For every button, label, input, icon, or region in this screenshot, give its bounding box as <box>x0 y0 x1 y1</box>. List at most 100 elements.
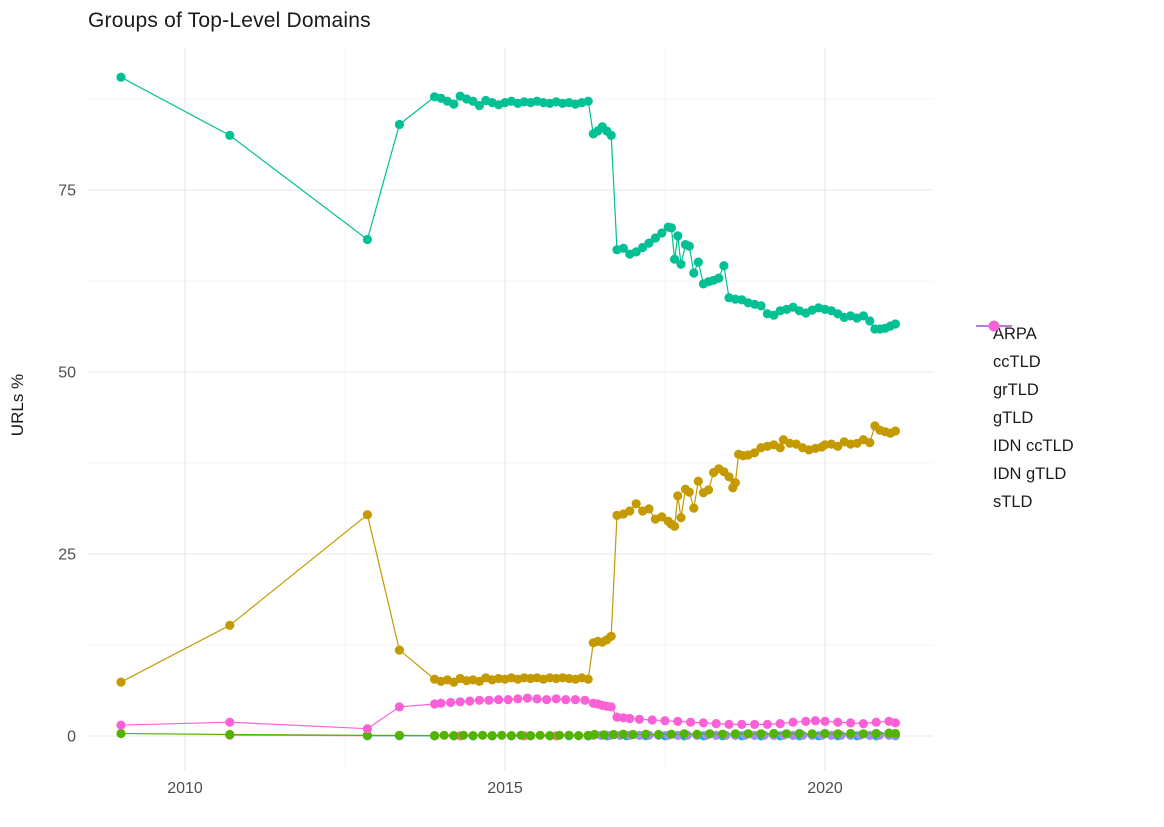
data-point-grtld <box>516 730 526 740</box>
data-point-gtld <box>638 242 648 253</box>
data-point-stld <box>465 696 475 706</box>
data-point-grtld <box>430 731 440 741</box>
data-point-gtld <box>676 259 686 269</box>
x-tick-label: 2015 <box>487 780 523 797</box>
data-point-grtld <box>574 731 584 741</box>
data-point-gtld <box>583 96 593 106</box>
data-point-cctld <box>362 510 372 520</box>
legend-item-gtld: gTLD <box>976 320 1074 432</box>
data-point-gtld <box>362 234 372 245</box>
data-point-gtld <box>474 101 484 111</box>
series-grtld <box>116 728 901 741</box>
data-point-gtld <box>890 319 901 329</box>
data-point-cctld <box>394 645 404 655</box>
data-point-grtld <box>535 730 545 740</box>
x-tick-label: 2020 <box>807 780 843 797</box>
data-point-stld <box>394 702 404 712</box>
data-point-grtld <box>545 731 555 741</box>
data-point-grtld <box>478 730 488 740</box>
data-point-grtld <box>554 730 565 740</box>
data-point-grtld <box>225 729 235 740</box>
data-point-gtld <box>865 316 875 326</box>
data-point-grtld <box>497 730 507 740</box>
data-point-grtld <box>506 731 516 741</box>
data-point-gtld <box>719 261 729 271</box>
legend-item-idn-cctld: IDN ccTLD <box>976 320 1074 460</box>
data-point-grtld <box>890 728 901 739</box>
legend-label: IDN ccTLD <box>993 436 1074 455</box>
data-point-gtld <box>666 223 677 233</box>
data-point-stld <box>542 695 552 705</box>
data-point-cctld <box>606 631 616 641</box>
data-point-grtld <box>871 728 881 739</box>
data-point-grtld <box>743 729 753 739</box>
data-point-gtld <box>606 130 616 140</box>
data-point-cctld <box>631 499 641 509</box>
legend-item-cctld: ccTLD <box>976 320 1074 376</box>
data-point-stld <box>634 714 645 724</box>
data-point-grtld <box>526 731 536 741</box>
data-point-stld <box>698 718 709 728</box>
data-point-grtld <box>641 729 651 739</box>
data-point-grtld <box>782 729 792 739</box>
series-stld <box>116 693 901 734</box>
data-point-grtld <box>692 729 702 739</box>
data-point-stld <box>673 716 683 727</box>
data-point-stld <box>436 698 446 708</box>
data-point-cctld <box>625 506 635 516</box>
data-point-stld <box>606 702 616 712</box>
data-point-grtld <box>705 729 715 739</box>
data-point-gtld <box>756 301 766 311</box>
data-point-stld <box>494 695 504 705</box>
legend-label: grTLD <box>993 380 1039 399</box>
data-point-grtld <box>394 730 404 740</box>
legend-marker-icon <box>976 320 1012 332</box>
data-point-grtld <box>756 729 766 739</box>
data-point-cctld <box>750 448 760 458</box>
data-point-grtld <box>468 731 478 741</box>
legend-item-grtld: grTLD <box>976 320 1074 404</box>
series-cctld <box>116 421 901 687</box>
data-point-grtld <box>718 729 728 739</box>
data-point-grtld <box>628 729 638 740</box>
data-point-stld <box>871 717 881 727</box>
legend: ARPA ccTLD grTLD gTLD IDN ccTLD IDN gTLD sTLD <box>976 320 1074 516</box>
x-tick-label: 2010 <box>167 780 203 797</box>
legend-label: gTLD <box>993 408 1034 427</box>
data-point-grtld <box>820 728 830 739</box>
data-point-cctld <box>583 674 593 684</box>
data-point-grtld <box>666 729 677 739</box>
data-point-grtld <box>609 729 619 740</box>
data-point-grtld <box>794 728 805 739</box>
data-point-cctld <box>775 443 785 453</box>
data-point-stld <box>810 716 821 726</box>
data-point-stld <box>820 716 830 727</box>
data-point-gtld <box>644 238 654 248</box>
data-point-gtld <box>116 72 126 82</box>
data-point-gtld <box>670 254 680 264</box>
data-point-stld <box>858 719 869 729</box>
data-point-stld <box>846 718 856 728</box>
data-point-stld <box>625 713 635 724</box>
data-point-cctld <box>673 491 683 501</box>
data-point-gtld <box>618 243 629 253</box>
data-point-grtld <box>654 729 664 740</box>
data-point-stld <box>660 716 670 726</box>
legend-item-stld: sTLD <box>976 320 1074 516</box>
data-point-grtld <box>590 729 600 740</box>
data-point-stld <box>788 717 798 727</box>
data-point-stld <box>750 719 760 730</box>
data-point-stld <box>225 717 235 727</box>
legend-label: sTLD <box>993 492 1033 511</box>
data-point-stld <box>580 695 590 705</box>
data-point-gtld <box>714 273 724 283</box>
data-point-stld <box>711 719 721 729</box>
data-point-cctld <box>865 438 875 448</box>
y-tick-label: 0 <box>67 729 76 746</box>
data-point-stld <box>532 694 542 704</box>
data-point-grtld <box>362 730 372 740</box>
data-point-cctld <box>670 521 680 531</box>
data-point-gtld <box>225 130 235 140</box>
